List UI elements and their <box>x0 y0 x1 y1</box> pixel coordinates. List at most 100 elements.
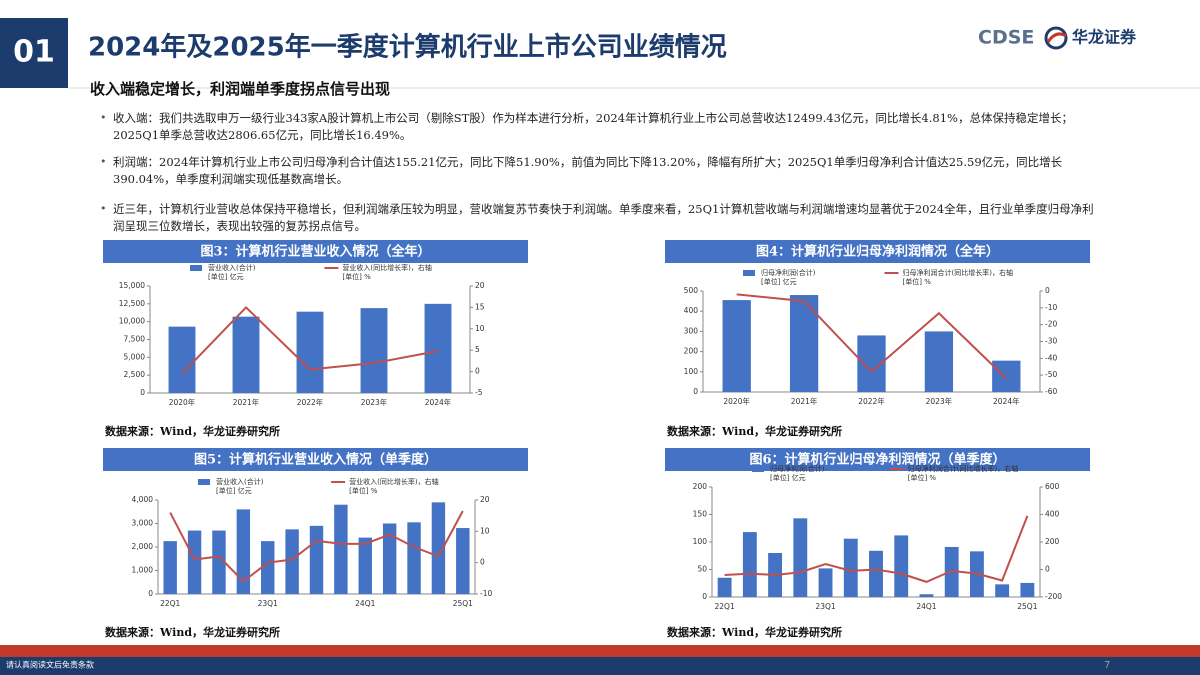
bullet-text: 利润端：2024年计算机行业上市公司归母净利合计值达155.21亿元，同比下降5… <box>113 155 1063 186</box>
bar <box>1020 582 1035 597</box>
bar <box>742 532 757 597</box>
chart-title-bar <box>103 448 528 471</box>
legend-label: 归母净利润合计(同比增长率)，右轴 <box>908 464 1018 473</box>
y-tick-label: 5,000 <box>124 352 146 361</box>
chart-title-bar <box>665 240 1090 263</box>
legend-label: 营业收入(同比增长率)，右轴 <box>342 263 431 272</box>
bar <box>924 331 954 392</box>
line <box>169 510 464 583</box>
chart-title: 图4：计算机行业归母净利润情况（全年） <box>756 244 999 260</box>
y2-tick-label: 20 <box>475 281 485 290</box>
legend-swatch <box>190 265 202 271</box>
logo-icon-swoosh <box>1046 32 1067 43</box>
number-box <box>0 18 68 88</box>
y-tick-label: 3,000 <box>132 519 154 528</box>
legend-unit: [单位] % <box>349 486 378 495</box>
y-tick-label: 15,000 <box>119 281 145 290</box>
y2-tick-label: 0 <box>1045 286 1050 295</box>
bar <box>187 530 202 594</box>
bar <box>424 303 452 393</box>
x-tick-label: 2020年 <box>723 396 750 406</box>
bullet-dot: • <box>100 202 107 215</box>
bullet-dot: • <box>100 155 107 168</box>
y-tick-label: 200 <box>693 482 708 491</box>
chart-source: 数据来源：Wind，华龙证券研究所 <box>105 625 280 639</box>
y2-tick-label: 400 <box>1045 510 1060 519</box>
x-tick-label: 2021年 <box>791 396 818 406</box>
logo-icon <box>1044 26 1068 50</box>
logo-text: CDSE <box>978 27 1034 49</box>
y-tick-label: 0 <box>148 589 153 598</box>
y-tick-label: 100 <box>693 537 708 546</box>
x-tick-label: 23Q1 <box>258 599 278 608</box>
bar <box>869 550 883 597</box>
y2-tick-label: -10 <box>1045 303 1057 312</box>
y2-tick-label: -30 <box>1045 337 1057 346</box>
y-tick-label: 2,000 <box>132 542 154 551</box>
y-tick-label: 400 <box>684 306 699 315</box>
x-tick-label: 2024年 <box>425 397 452 407</box>
bar <box>358 537 372 594</box>
chart-title: 图6：计算机行业归母净利润情况（单季度） <box>749 452 1005 468</box>
bar <box>944 546 959 597</box>
x-tick-label: 2022年 <box>297 397 324 407</box>
y2-tick-label: 0 <box>475 367 480 376</box>
legend-unit: [单位] 亿元 <box>770 473 806 482</box>
legend-unit: [单位] 亿元 <box>208 272 244 281</box>
legend-label: 归母净利润合计(同比增长率)，右轴 <box>903 268 1013 277</box>
y-tick-label: 7,500 <box>124 335 146 344</box>
y-tick-label: 500 <box>684 286 699 295</box>
y2-tick-label: -5 <box>475 388 483 397</box>
legend-swatch <box>198 479 210 485</box>
legend-label: 营业收入(合计) <box>216 477 264 486</box>
chart-title-bar <box>665 448 1090 471</box>
bar <box>212 530 226 594</box>
x-tick-label: 24Q1 <box>916 602 936 611</box>
bar <box>163 541 177 594</box>
y2-tick-label: 20 <box>480 495 490 504</box>
y-tick-label: 12,500 <box>119 299 145 308</box>
legend-label: 营业收入(合计) <box>208 263 256 272</box>
bar <box>456 528 470 594</box>
slide-title: 2024年及2025年一季度计算机行业上市公司业绩情况 <box>88 32 727 63</box>
chart-title: 图5：计算机行业营业收入情况（单季度） <box>194 452 437 468</box>
line <box>181 305 439 375</box>
y-tick-label: 300 <box>684 326 699 335</box>
legend-label: 归母净利润(合计) <box>770 464 825 473</box>
legend-label: 归母净利润(合计) <box>761 268 816 277</box>
bar <box>995 584 1010 597</box>
x-tick-label: 24Q1 <box>355 599 375 608</box>
line <box>724 515 1029 583</box>
y2-tick-label: 200 <box>1045 537 1060 546</box>
y2-tick-label: -40 <box>1045 353 1057 362</box>
bar <box>407 522 421 594</box>
bar <box>261 541 275 594</box>
legend-unit: [单位] 亿元 <box>761 277 797 286</box>
y-tick-label: 50 <box>697 565 707 574</box>
bar <box>334 504 348 594</box>
bar <box>894 535 909 597</box>
chart-source: 数据来源：Wind，华龙证券研究所 <box>667 625 842 639</box>
bar <box>722 300 751 392</box>
bar <box>309 525 324 594</box>
y-tick-label: 2,500 <box>124 370 146 379</box>
bullet-text: 近三年，计算机行业营收总体保持平稳增长，但利润端承压较为明显，营收端复苏节奏快于… <box>113 202 1094 233</box>
y-tick-label: 4,000 <box>132 495 154 504</box>
x-tick-label: 25Q1 <box>1017 602 1037 611</box>
y2-tick-label: 0 <box>1045 565 1050 574</box>
x-tick-label: 2024年 <box>993 396 1020 406</box>
y2-tick-label: 5 <box>475 345 480 354</box>
bullet-text: 收入端：我们共选取申万一级行业343家A股计算机上市公司（剔除ST股）作为样本进… <box>113 111 1073 142</box>
legend-swatch <box>752 466 764 472</box>
x-tick-label: 22Q1 <box>160 599 180 608</box>
x-tick-label: 2023年 <box>926 396 953 406</box>
y2-tick-label: -20 <box>1045 320 1057 329</box>
chart-source: 数据来源：Wind，华龙证券研究所 <box>667 424 842 438</box>
chart-source: 数据来源：Wind，华龙证券研究所 <box>105 424 280 438</box>
page-number: 7 <box>1104 660 1110 671</box>
y2-tick-label: -50 <box>1045 370 1057 379</box>
chart-title: 图3：计算机行业营业收入情况（全年） <box>200 244 430 260</box>
y2-tick-label: 15 <box>475 302 485 311</box>
legend-unit: [单位] % <box>903 277 932 286</box>
